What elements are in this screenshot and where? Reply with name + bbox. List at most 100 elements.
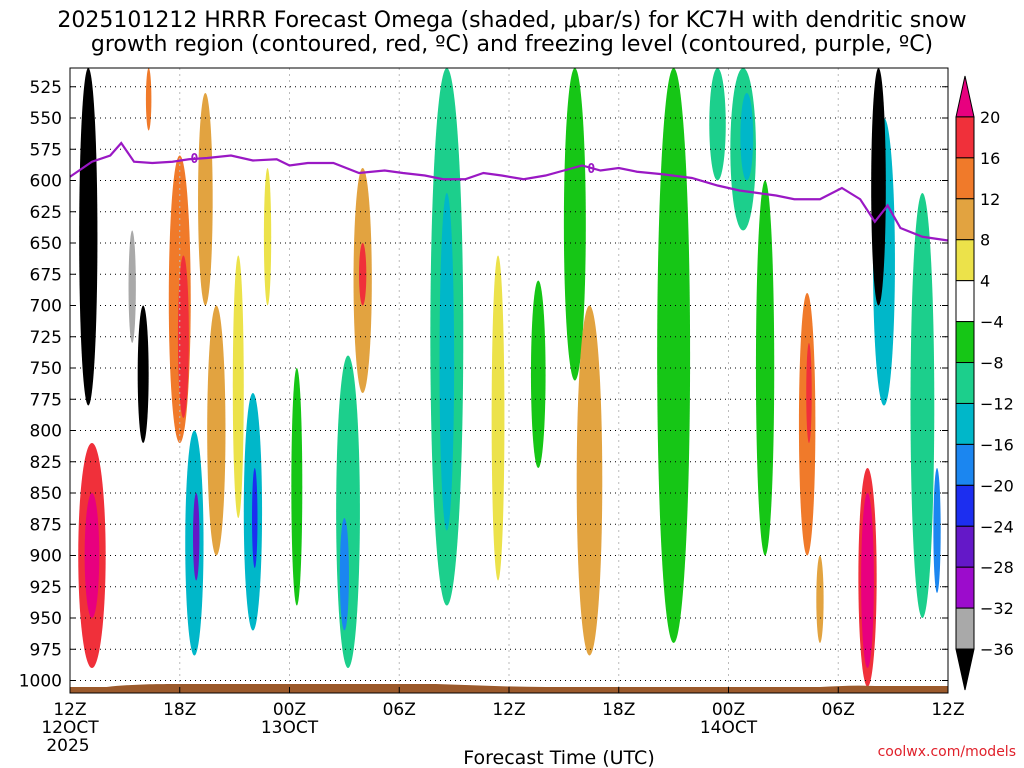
y-tick-label: 850	[30, 484, 62, 504]
omega-feature-11	[263, 168, 272, 306]
colorbar-segment	[955, 75, 975, 118]
omega-feature-2	[128, 230, 136, 343]
watermark: coolwx.com/models	[877, 744, 1016, 760]
x-tick-label: 12Z	[931, 700, 964, 720]
colorbar-segment	[955, 566, 975, 609]
y-tick-label: 900	[30, 547, 62, 567]
colorbar-segment	[955, 443, 975, 486]
x-tick-label: 18Z	[602, 700, 635, 720]
omega-feature-7	[177, 255, 189, 418]
y-tick-label: 625	[30, 203, 62, 223]
y-tick-label: 725	[30, 328, 62, 348]
omega-feature-10	[232, 255, 244, 518]
colorbar-level-label: −4	[980, 313, 1004, 332]
omega-feature-18	[339, 518, 349, 631]
x-tick-label: 12Z	[492, 700, 525, 720]
x-tick-label: 12Z	[53, 700, 86, 720]
colorbar-segment	[955, 198, 975, 241]
y-tick-label: 925	[30, 578, 62, 598]
x-tick-label: 00Z	[273, 700, 306, 720]
x-tick-label: 00Z	[712, 700, 745, 720]
x-tick-date-label: 13OCT	[261, 718, 319, 738]
y-tick-label: 575	[30, 140, 62, 160]
omega-feature-8	[198, 93, 213, 306]
y-tick-label: 750	[30, 359, 62, 379]
colorbar-level-label: −36	[980, 640, 1014, 659]
omega-feature-15	[252, 468, 258, 568]
colorbar-segment	[955, 321, 975, 364]
colorbar-segment	[955, 362, 975, 404]
x-tick-date-label: 12OCT	[41, 718, 99, 738]
colorbar-level-label: −24	[980, 517, 1014, 536]
colorbar-level-label: −16	[980, 435, 1014, 454]
x-tick-date-label: 14OCT	[700, 718, 758, 738]
x-tick-year-label: 2025	[46, 736, 89, 756]
y-axis-tick-labels: 525 550 575 600 625 650 675 700 725 750 775 800 825 8…	[19, 78, 948, 692]
omega-shading-layer	[78, 68, 941, 687]
colorbar-segment	[955, 607, 975, 650]
y-tick-label: 675	[30, 265, 62, 285]
colorbar-segment	[955, 280, 975, 323]
omega-feature-40	[933, 468, 941, 593]
y-tick-label: 600	[30, 172, 62, 192]
omega-feature-20	[359, 243, 367, 306]
colorbar-level-label: −12	[980, 394, 1014, 413]
colorbar-segment	[955, 239, 975, 282]
y-tick-label: 800	[30, 422, 62, 442]
colorbar-level-label: 16	[980, 149, 1000, 168]
omega-feature-28	[709, 68, 726, 181]
omega-feature-13	[193, 493, 200, 581]
x-tick-label: 18Z	[163, 700, 196, 720]
omega-feature-4	[84, 493, 100, 618]
y-tick-label: 950	[30, 609, 62, 629]
omega-feature-26	[576, 305, 603, 656]
omega-feature-33	[806, 343, 812, 443]
y-tick-label: 875	[30, 515, 62, 535]
x-axis-title: Forecast Time (UTC)	[463, 747, 654, 768]
y-tick-label: 975	[30, 640, 62, 660]
freezing-level-layer: 00	[69, 141, 949, 242]
colorbar-level-label: −8	[980, 354, 1004, 373]
omega-feature-38	[871, 68, 886, 306]
omega-feature-22	[439, 193, 455, 531]
colorbar-segment	[955, 116, 975, 159]
y-tick-label: 525	[30, 78, 62, 98]
omega-feature-5	[145, 68, 152, 131]
omega-feature-9	[207, 305, 226, 556]
y-tick-label: 775	[30, 390, 62, 410]
omega-feature-23	[491, 255, 505, 581]
omega-feature-30	[740, 93, 754, 181]
y-tick-label: 650	[30, 234, 62, 254]
y-tick-label: 825	[30, 453, 62, 473]
omega-feature-27	[657, 68, 691, 643]
y-tick-label: 550	[30, 109, 62, 129]
colorbar-segment	[955, 157, 975, 200]
colorbar-level-label: 4	[980, 272, 990, 291]
x-tick-label: 06Z	[822, 700, 855, 720]
gridlines	[70, 68, 948, 693]
omega-feature-25	[563, 68, 586, 381]
colorbar-level-label: 20	[980, 108, 1000, 127]
colorbar-level-label: −32	[980, 599, 1014, 618]
chart-title-line-1: 2025101212 HRRR Forecast Omega (shaded, …	[57, 8, 967, 33]
colorbar-segment	[955, 648, 975, 691]
colorbar-level-label: 12	[980, 190, 1000, 209]
x-tick-label: 06Z	[383, 700, 416, 720]
omega-feature-0	[79, 68, 98, 406]
freezing-level-label: 0	[587, 162, 595, 177]
colorbar-level-label: −28	[980, 558, 1014, 577]
omega-feature-24	[530, 280, 546, 468]
colorbar-segment	[955, 484, 975, 527]
omega-feature-16	[291, 368, 303, 606]
omega-feature-17	[336, 355, 360, 668]
y-tick-label: 700	[30, 297, 62, 317]
colorbar: 20 16 12 8 4 −4 −8 −12 −16 −20 −24 −28 −32 −36	[955, 75, 1014, 691]
freezing-level-label: 0	[190, 152, 198, 167]
chart-title-line-2: growth region (contoured, red, ºC) and f…	[90, 32, 934, 57]
y-tick-label: 1000	[19, 672, 62, 692]
omega-feature-39	[910, 193, 935, 618]
omega-feature-34	[816, 555, 824, 643]
omega-feature-1	[137, 305, 149, 443]
